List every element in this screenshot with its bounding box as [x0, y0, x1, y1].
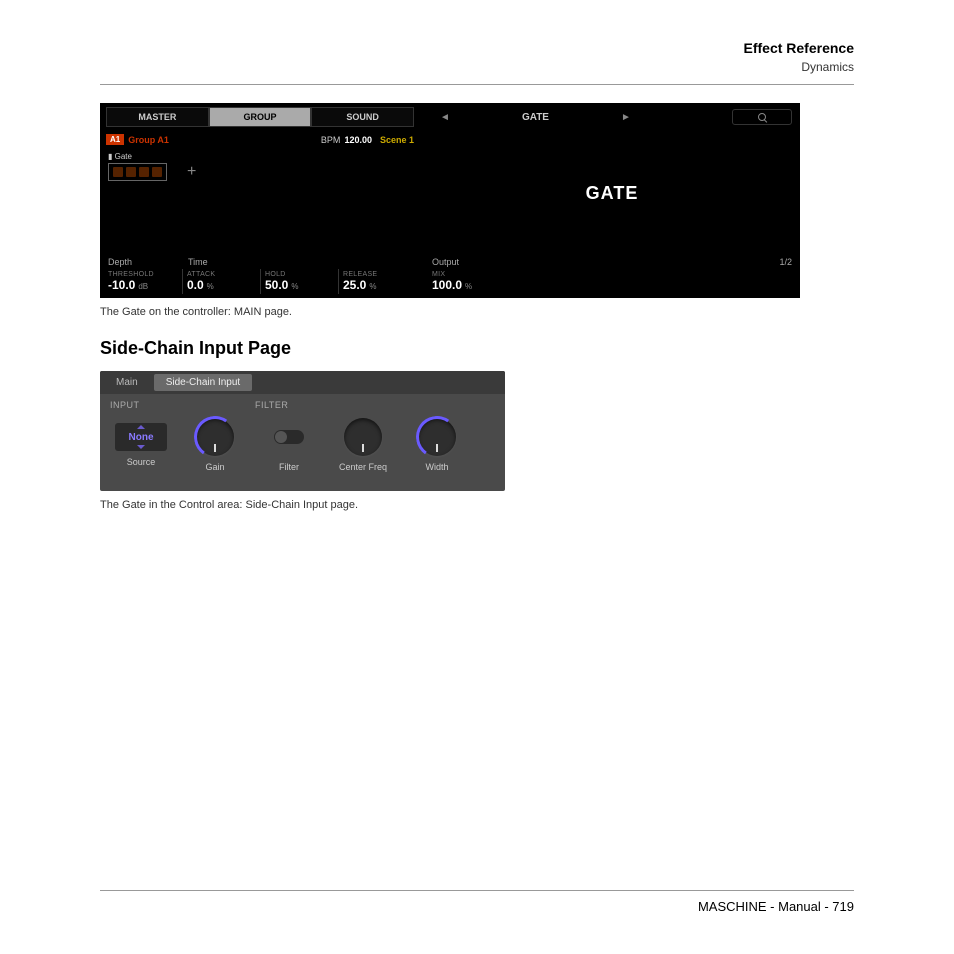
- header-subtitle: Dynamics: [100, 60, 854, 74]
- scene-label: Scene 1: [380, 135, 414, 145]
- pad-icon: [152, 167, 162, 177]
- nav-next-icon[interactable]: ►: [613, 112, 639, 123]
- search-icon: [758, 113, 766, 121]
- sc-section-filter: FILTER: [255, 400, 288, 410]
- effect-slot-pads[interactable]: [108, 163, 167, 181]
- sc-gain-col: Gain: [184, 418, 246, 472]
- add-effect-icon[interactable]: +: [187, 163, 196, 181]
- effect-slot-label: ▮ Gate: [108, 152, 412, 161]
- param-name: THRESHOLD: [108, 271, 178, 278]
- info-row: A1 Group A1 BPM 120.00 Scene 1: [100, 131, 420, 148]
- param-threshold[interactable]: THRESHOLD -10.0dB: [104, 269, 182, 294]
- page-footer: MASCHINE - Manual - 719: [100, 880, 854, 914]
- section-time: Time: [188, 257, 268, 267]
- figure-caption-1: The Gate on the controller: MAIN page.: [100, 306, 854, 318]
- sidechain-panel: Main Side-Chain Input INPUT FILTER None …: [100, 371, 505, 491]
- effect-display: GATE: [424, 131, 800, 255]
- param-unit: %: [369, 282, 376, 291]
- param-name: HOLD: [265, 271, 334, 278]
- pad-icon: [113, 167, 123, 177]
- section-output: Output: [432, 257, 459, 267]
- bpm-value: 120.00: [344, 135, 372, 145]
- param-value: 0.0: [187, 278, 204, 292]
- param-mix[interactable]: MIX 100.0%: [428, 269, 508, 294]
- param-strip-right: MIX 100.0%: [424, 269, 800, 298]
- sc-tabs: Main Side-Chain Input: [100, 371, 505, 394]
- section-depth: Depth: [108, 257, 188, 267]
- header-divider: [100, 84, 854, 85]
- bpm-label: BPM: [321, 135, 341, 145]
- footer-divider: [100, 890, 854, 891]
- sc-section-input: INPUT: [110, 400, 255, 410]
- right-nav-bar: ◄ GATE ►: [424, 103, 800, 131]
- effect-big-label: GATE: [586, 183, 639, 204]
- effect-nav-title: GATE: [458, 112, 613, 123]
- tab-master[interactable]: MASTER: [106, 107, 209, 127]
- pad-icon: [126, 167, 136, 177]
- mode-tabs: MASTER GROUP SOUND: [100, 103, 420, 131]
- source-selector[interactable]: None: [115, 423, 167, 451]
- param-unit: %: [291, 282, 298, 291]
- effect-slot-text: Gate: [115, 152, 132, 161]
- sc-centerfreq-col: Center Freq: [332, 418, 394, 472]
- section-labels: Depth Time: [100, 255, 420, 269]
- pad-icon: [139, 167, 149, 177]
- param-name: MIX: [432, 271, 504, 278]
- section-heading: Side-Chain Input Page: [100, 338, 854, 359]
- param-value: 25.0: [343, 278, 366, 292]
- sc-tab-sidechain[interactable]: Side-Chain Input: [154, 374, 253, 391]
- sc-source-col: None Source: [110, 423, 172, 467]
- tab-group[interactable]: GROUP: [209, 107, 312, 127]
- param-name: RELEASE: [343, 271, 412, 278]
- footer-text: MASCHINE - Manual - 719: [100, 899, 854, 914]
- centerfreq-knob[interactable]: [344, 418, 382, 456]
- sc-label-width: Width: [425, 462, 448, 472]
- param-name: ATTACK: [187, 271, 256, 278]
- sc-label-gain: Gain: [205, 462, 224, 472]
- filter-toggle[interactable]: [274, 430, 304, 444]
- effect-slot-row: ▮ Gate +: [100, 148, 420, 185]
- param-release[interactable]: RELEASE 25.0%: [338, 269, 416, 294]
- param-unit: %: [207, 282, 214, 291]
- param-value: -10.0: [108, 278, 135, 292]
- right-section-row: Output 1/2: [424, 255, 800, 269]
- controller-right-screen: ◄ GATE ► GATE Output 1/2 MIX 100.0%: [424, 103, 800, 298]
- figure-caption-2: The Gate in the Control area: Side-Chain…: [100, 499, 854, 511]
- sc-label-source: Source: [127, 457, 156, 467]
- param-hold[interactable]: HOLD 50.0%: [260, 269, 338, 294]
- sc-tab-main[interactable]: Main: [104, 374, 150, 391]
- controller-left-screen: MASTER GROUP SOUND A1 Group A1 BPM 120.0…: [100, 103, 420, 298]
- sc-section-labels: INPUT FILTER: [110, 400, 495, 410]
- gain-knob[interactable]: [196, 418, 234, 456]
- param-attack[interactable]: ATTACK 0.0%: [182, 269, 260, 294]
- nav-prev-icon[interactable]: ◄: [432, 112, 458, 123]
- tab-sound[interactable]: SOUND: [311, 107, 414, 127]
- sc-label-filter: Filter: [279, 462, 299, 472]
- arrow-up-icon: [137, 425, 145, 429]
- header-title: Effect Reference: [100, 40, 854, 56]
- param-value: 100.0: [432, 278, 462, 292]
- param-value: 50.0: [265, 278, 288, 292]
- width-knob[interactable]: [418, 418, 456, 456]
- page-indicator: 1/2: [779, 257, 792, 267]
- controller-figure: MASTER GROUP SOUND A1 Group A1 BPM 120.0…: [100, 103, 800, 298]
- sc-label-centerfreq: Center Freq: [339, 462, 387, 472]
- sc-width-col: Width: [406, 418, 468, 472]
- sc-filter-col: Filter: [258, 418, 320, 472]
- arrow-down-icon: [137, 445, 145, 449]
- source-value: None: [129, 432, 154, 443]
- search-button[interactable]: [732, 109, 792, 125]
- sc-controls: None Source Gain Filter Center Freq: [110, 418, 495, 472]
- group-name: Group A1: [128, 135, 169, 145]
- param-unit: dB: [138, 282, 148, 291]
- group-badge: A1: [106, 134, 124, 145]
- param-strip-left: THRESHOLD -10.0dB ATTACK 0.0% HOLD 50.0%…: [100, 269, 420, 298]
- param-unit: %: [465, 282, 472, 291]
